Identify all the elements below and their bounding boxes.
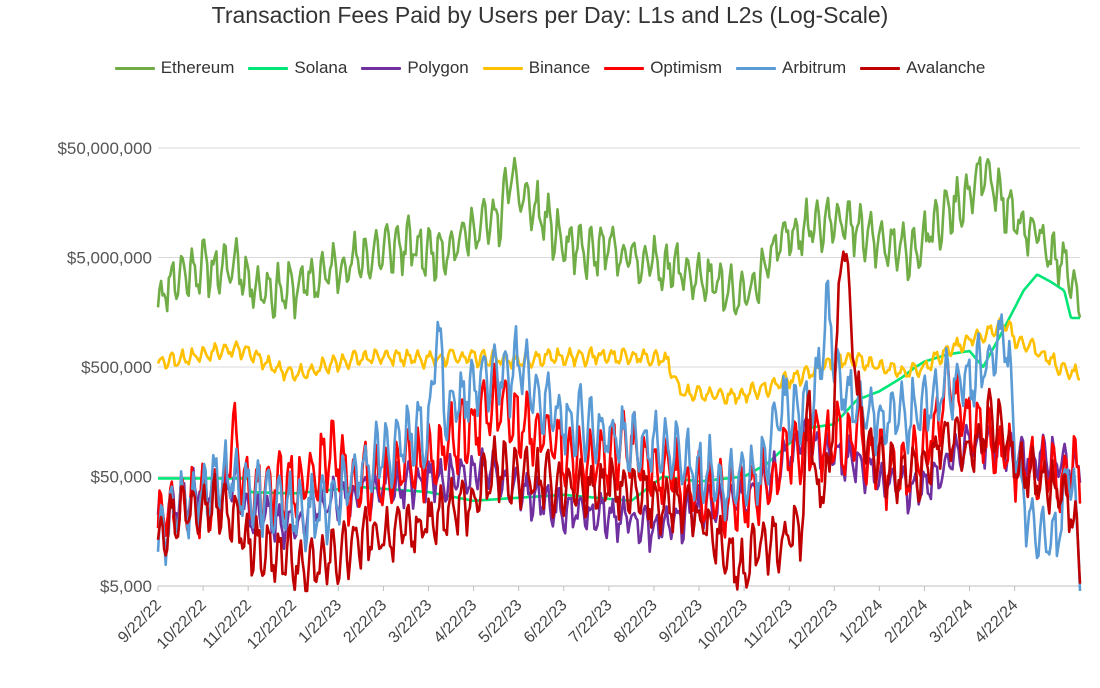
- legend-item-optimism: Optimism: [604, 58, 722, 78]
- legend-item-binance: Binance: [482, 58, 591, 78]
- series-line-optimism: [156, 352, 1082, 540]
- x-tick-label: 3/22/24: [927, 597, 977, 647]
- legend-label: Binance: [528, 58, 591, 77]
- y-tick-label: $50,000,000: [57, 139, 152, 158]
- x-tick-label: 2/22/24: [882, 597, 932, 647]
- x-tick-label: 10/22/23: [695, 597, 751, 653]
- x-axis: [157, 585, 1080, 591]
- series-line-avalanche: [156, 250, 1082, 593]
- legend-swatch: [860, 66, 901, 70]
- y-tick-label: $500,000: [81, 358, 152, 377]
- x-tick-label: 4/22/23: [431, 597, 481, 647]
- y-tick-label: $5,000: [100, 577, 152, 596]
- legend-swatch: [735, 66, 776, 70]
- series-line-binance: [156, 316, 1081, 405]
- x-tick-label: 1/22/23: [295, 597, 345, 647]
- legend-label: Arbitrum: [781, 58, 847, 77]
- x-tick-label: 6/22/23: [521, 597, 571, 647]
- legend-label: Polygon: [407, 58, 469, 77]
- series-line-arbitrum: [156, 279, 1082, 592]
- legend-item-polygon: Polygon: [361, 58, 469, 78]
- x-tick-label: 8/22/23: [611, 597, 661, 647]
- legend-label: Solana: [294, 58, 348, 77]
- x-tick-label: 10/22/22: [154, 597, 210, 653]
- series-line-ethereum: [156, 156, 1082, 320]
- legend-swatch: [114, 66, 155, 70]
- series-lines: [156, 156, 1082, 593]
- legend-label: Avalanche: [906, 58, 986, 77]
- x-tick-label: 12/22/22: [244, 597, 300, 653]
- x-tick-label: 1/22/24: [836, 597, 886, 647]
- x-tick-label: 2/22/23: [340, 597, 390, 647]
- legend-item-solana: Solana: [248, 58, 347, 78]
- x-tick-label: 12/22/23: [785, 597, 841, 653]
- legend-item-avalanche: Avalanche: [860, 58, 985, 78]
- legend-label: Ethereum: [160, 58, 235, 77]
- legend-label: Optimism: [650, 58, 722, 77]
- legend-item-arbitrum: Arbitrum: [735, 58, 847, 78]
- legend: Ethereum Solana Polygon Binance Optimism Arbi…: [0, 58, 1100, 78]
- y-tick-label: $5,000,000: [67, 249, 152, 268]
- legend-swatch: [604, 66, 645, 70]
- x-tick-label: 4/22/24: [972, 597, 1022, 647]
- chart-title: Transaction Fees Paid by Users per Day: …: [211, 2, 889, 28]
- y-axis-ticks: $50,000,000 $5,000,000 $500,000 $50,000 $5,0…: [57, 139, 152, 596]
- x-tick-label: 7/22/23: [566, 597, 616, 647]
- legend-swatch: [482, 66, 523, 70]
- legend-item-ethereum: Ethereum: [114, 58, 235, 78]
- x-tick-label: 3/22/23: [386, 597, 436, 647]
- y-tick-label: $50,000: [91, 468, 152, 487]
- x-axis-ticks: 9/22/2210/22/2211/22/2212/22/221/22/232/…: [115, 597, 1021, 653]
- x-tick-label: 5/22/23: [476, 597, 526, 647]
- legend-swatch: [248, 66, 289, 70]
- legend-swatch: [361, 66, 402, 70]
